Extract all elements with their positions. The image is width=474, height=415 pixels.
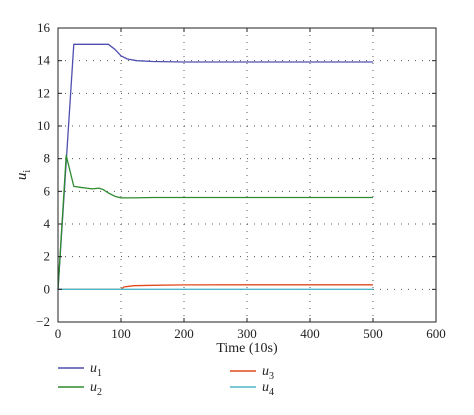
series-lines xyxy=(57,43,373,290)
legend-label-u1: u1 xyxy=(90,361,102,379)
x-axis-label: Time (10s) xyxy=(216,341,278,356)
y-tick-label: 0 xyxy=(44,281,51,296)
x-tick-label: 200 xyxy=(174,326,194,341)
y-tick-label: 14 xyxy=(37,53,51,68)
y-axis-label-sub: i xyxy=(22,170,33,173)
legend-label-u2: u2 xyxy=(90,380,102,398)
x-tick-label: 400 xyxy=(300,326,320,341)
y-tick-label: 4 xyxy=(44,216,51,231)
y-tick-label: 16 xyxy=(37,20,51,35)
series-line-u1 xyxy=(57,43,373,290)
legend-label-u4: u4 xyxy=(262,380,274,398)
y-tick-label: 12 xyxy=(37,85,50,100)
legend-label-u3: u3 xyxy=(262,364,274,382)
axis-ticks: 0 100 200 300 400 500 600 −2 0 2 4 6 8 10 12 14 16 xyxy=(36,20,446,341)
y-tick-label: 2 xyxy=(44,249,51,264)
grid-lines xyxy=(58,28,436,322)
y-axis-label: ui xyxy=(14,170,33,181)
x-tick-label: 100 xyxy=(111,326,131,341)
series-line-u2 xyxy=(57,154,373,290)
x-tick-label: 500 xyxy=(363,326,383,341)
y-tick-label: −2 xyxy=(36,314,50,329)
y-tick-label: 8 xyxy=(44,151,51,166)
x-tick-label: 600 xyxy=(426,326,446,341)
y-tick-label: 6 xyxy=(44,183,51,198)
x-tick-label: 0 xyxy=(55,326,62,341)
y-axis-label-base: u xyxy=(14,173,30,181)
x-tick-label: 300 xyxy=(237,326,257,341)
y-tick-label: 10 xyxy=(37,118,50,133)
series-line-u3 xyxy=(58,284,373,290)
